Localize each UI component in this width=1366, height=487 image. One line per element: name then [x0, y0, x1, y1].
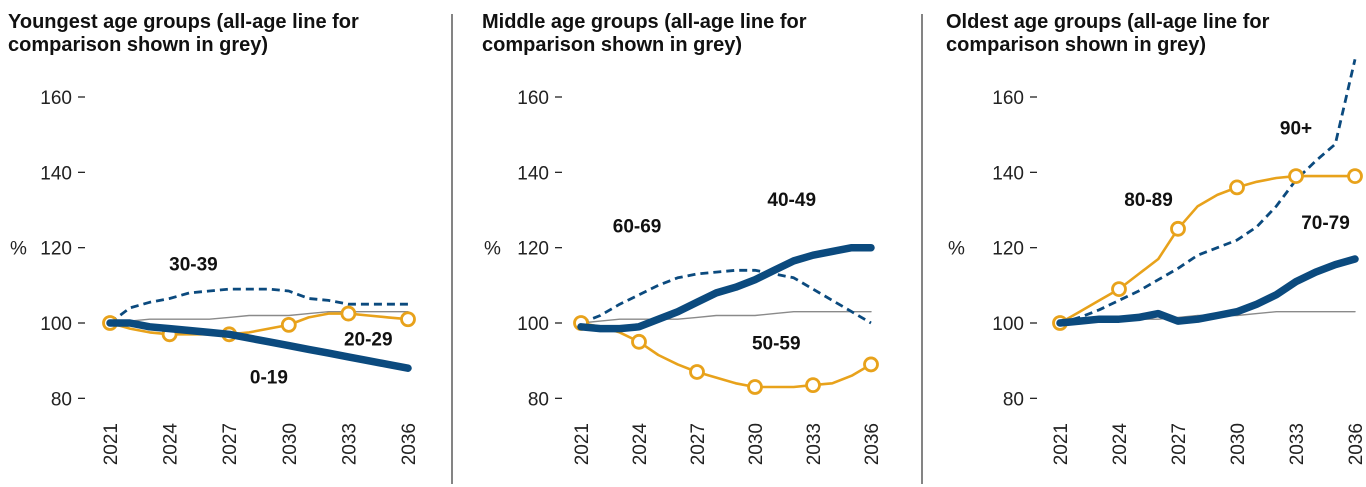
x-tick-label: 2021	[1051, 423, 1072, 465]
y-tick-label: 160	[517, 88, 549, 109]
series-line-90-	[1059, 58, 1357, 325]
y-tick-label: 100	[40, 314, 72, 335]
series-line-all-ages	[109, 311, 409, 324]
x-tick-label: 2033	[1287, 423, 1308, 465]
series-line-40-49	[577, 243, 875, 333]
y-tick-label: 100	[992, 314, 1024, 335]
series-line-20-29	[108, 312, 410, 336]
series-line-30-39	[109, 287, 408, 325]
y-unit-label: %	[948, 239, 965, 260]
x-tick-label: 2030	[280, 423, 301, 465]
x-tick-label: 2024	[161, 423, 182, 466]
series-line-50-59	[579, 321, 873, 389]
y-tick-label: 140	[992, 163, 1024, 184]
x-tick-label: 2036	[399, 423, 420, 465]
x-tick-label: 2033	[339, 423, 360, 465]
x-tick-label: 2027	[1169, 423, 1190, 465]
y-tick-label: 120	[40, 239, 72, 260]
x-tick-label: 2024	[630, 423, 651, 466]
series-marker	[1170, 220, 1186, 237]
series-line-60-69	[580, 268, 872, 325]
panel-title-line: comparison shown in grey)	[482, 34, 742, 56]
series-label: 50-59	[752, 333, 801, 354]
series-marker	[340, 305, 357, 322]
x-tick-label: 2036	[862, 423, 883, 465]
panel-title-line: Middle age groups (all-age line for	[482, 11, 807, 33]
series-line-70-79	[1056, 255, 1359, 327]
panel-title-line: Oldest age groups (all-age line for	[946, 11, 1270, 33]
chart-panel-1: Youngest age groups (all-age line forcom…	[8, 11, 420, 465]
series-line-80-89	[1058, 174, 1357, 325]
y-tick-label: 140	[40, 163, 72, 184]
series-label: 0-19	[250, 367, 288, 388]
x-tick-label: 2030	[1228, 423, 1249, 465]
series-label: 30-39	[169, 254, 218, 275]
series-marker	[1111, 281, 1127, 298]
series-marker	[863, 356, 879, 373]
x-tick-label: 2027	[688, 423, 709, 465]
series-label: 40-49	[767, 190, 816, 211]
series-line-all-ages	[580, 311, 872, 324]
series-marker	[689, 364, 705, 380]
panel-title-line: Youngest age groups (all-age line for	[8, 11, 359, 33]
x-tick-label: 2027	[220, 423, 241, 465]
y-tick-label: 120	[517, 239, 549, 260]
series-marker	[631, 333, 647, 350]
series-label: 70-79	[1301, 213, 1350, 234]
chart-panel-3: Oldest age groups (all-age line forcompa…	[946, 11, 1366, 465]
series-marker	[280, 316, 297, 333]
series-marker	[1288, 168, 1304, 185]
y-tick-label: 100	[517, 314, 549, 335]
panel-title-line: comparison shown in grey)	[8, 34, 268, 56]
y-tick-label: 120	[992, 239, 1024, 260]
series-label: 60-69	[613, 217, 662, 238]
y-tick-label: 160	[40, 88, 72, 109]
x-tick-label: 2036	[1346, 423, 1366, 465]
y-tick-label: 80	[1003, 389, 1024, 410]
chart-panel-2: Middle age groups (all-age line forcompa…	[482, 11, 883, 465]
x-tick-label: 2021	[572, 423, 593, 465]
y-tick-label: 80	[528, 389, 549, 410]
y-tick-label: 160	[992, 88, 1024, 109]
panel-title-line: comparison shown in grey)	[946, 34, 1206, 56]
x-tick-label: 2030	[746, 423, 767, 465]
series-marker	[400, 311, 416, 328]
y-unit-label: %	[10, 239, 27, 260]
series-marker	[1229, 179, 1245, 196]
y-unit-label: %	[484, 239, 501, 260]
series-marker	[747, 379, 763, 395]
x-tick-label: 2024	[1110, 423, 1131, 466]
series-label: 20-29	[344, 330, 393, 351]
y-tick-label: 80	[51, 389, 72, 410]
x-tick-label: 2033	[804, 423, 825, 465]
series-line-0-19	[106, 319, 412, 372]
series-marker	[805, 377, 821, 394]
series-label: 90+	[1280, 119, 1312, 140]
series-label: 80-89	[1124, 190, 1173, 211]
series-marker	[1347, 168, 1363, 185]
x-tick-label: 2021	[101, 423, 122, 465]
y-tick-label: 140	[517, 163, 549, 184]
